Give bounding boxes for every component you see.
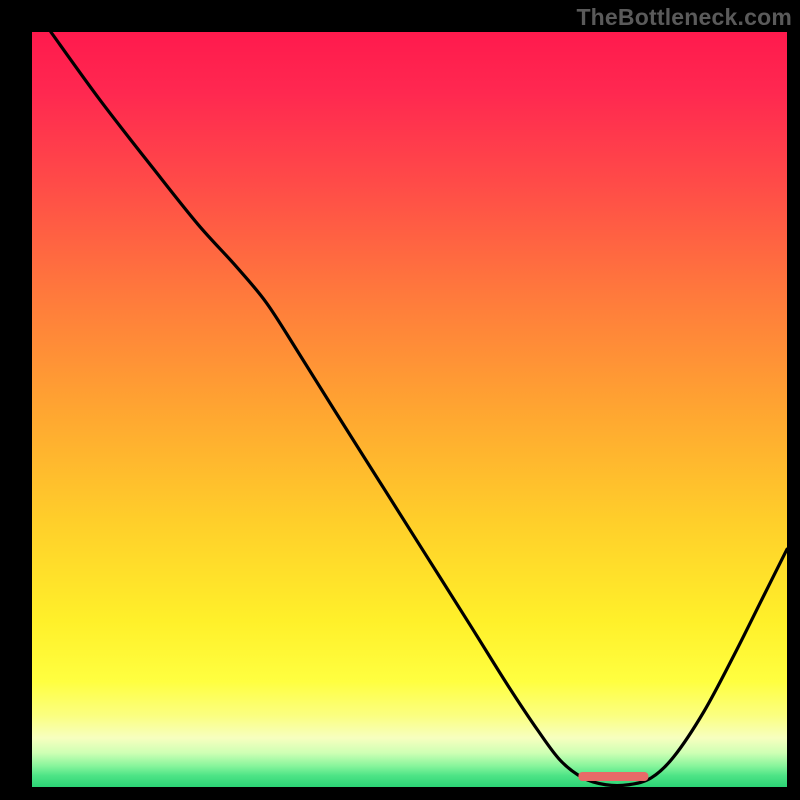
bottleneck-chart	[0, 0, 800, 800]
watermark-text: TheBottleneck.com	[576, 4, 792, 31]
optimal-zone-marker	[578, 772, 648, 781]
